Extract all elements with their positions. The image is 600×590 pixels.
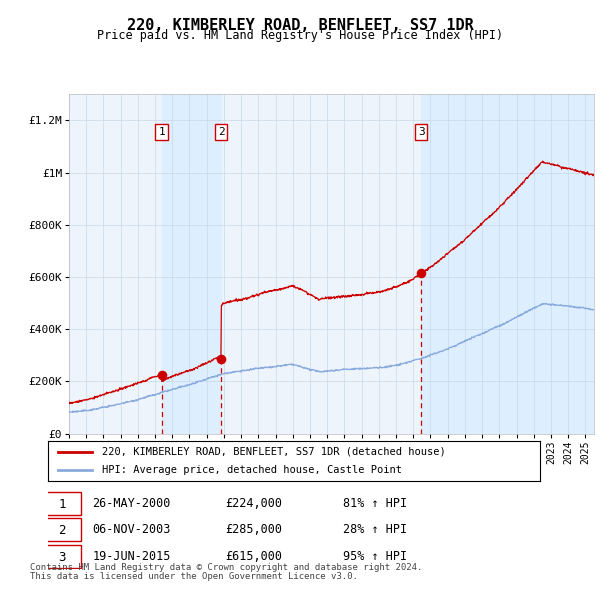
Text: 95% ↑ HPI: 95% ↑ HPI xyxy=(343,550,407,563)
Text: 26-MAY-2000: 26-MAY-2000 xyxy=(92,497,170,510)
Point xyxy=(416,268,426,278)
FancyBboxPatch shape xyxy=(43,545,82,568)
FancyBboxPatch shape xyxy=(43,518,82,541)
Text: This data is licensed under the Open Government Licence v3.0.: This data is licensed under the Open Gov… xyxy=(30,572,358,581)
Bar xyxy=(421,94,594,434)
Text: 28% ↑ HPI: 28% ↑ HPI xyxy=(343,523,407,536)
Text: 1: 1 xyxy=(59,498,66,511)
Text: 19-JUN-2015: 19-JUN-2015 xyxy=(92,550,170,563)
Text: 3: 3 xyxy=(59,551,66,564)
Text: 2: 2 xyxy=(218,127,224,137)
Bar xyxy=(161,94,221,434)
Text: 220, KIMBERLEY ROAD, BENFLEET, SS7 1DR: 220, KIMBERLEY ROAD, BENFLEET, SS7 1DR xyxy=(127,18,473,32)
Text: Contains HM Land Registry data © Crown copyright and database right 2024.: Contains HM Land Registry data © Crown c… xyxy=(30,563,422,572)
Text: Price paid vs. HM Land Registry's House Price Index (HPI): Price paid vs. HM Land Registry's House … xyxy=(97,30,503,42)
Point xyxy=(217,355,226,364)
Text: £285,000: £285,000 xyxy=(225,523,282,536)
Text: HPI: Average price, detached house, Castle Point: HPI: Average price, detached house, Cast… xyxy=(102,465,402,475)
Text: 81% ↑ HPI: 81% ↑ HPI xyxy=(343,497,407,510)
Text: £615,000: £615,000 xyxy=(225,550,282,563)
FancyBboxPatch shape xyxy=(43,491,82,515)
Text: 1: 1 xyxy=(158,127,165,137)
Text: 220, KIMBERLEY ROAD, BENFLEET, SS7 1DR (detached house): 220, KIMBERLEY ROAD, BENFLEET, SS7 1DR (… xyxy=(102,447,446,457)
Text: £224,000: £224,000 xyxy=(225,497,282,510)
Text: 06-NOV-2003: 06-NOV-2003 xyxy=(92,523,170,536)
Text: 2: 2 xyxy=(59,525,66,537)
Point xyxy=(157,371,166,380)
Text: 3: 3 xyxy=(418,127,425,137)
